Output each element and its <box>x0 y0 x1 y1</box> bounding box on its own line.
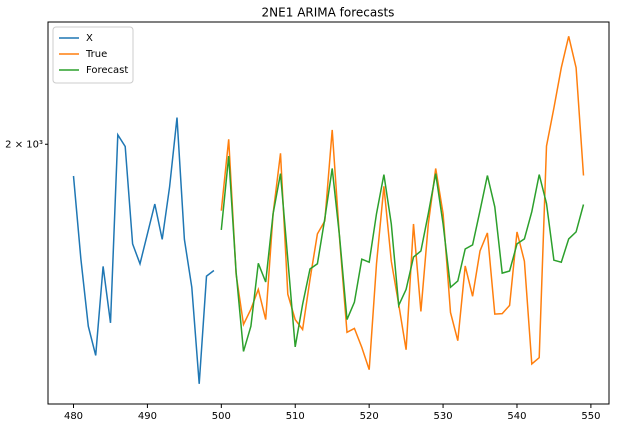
x-tick-label: 540 <box>507 411 526 422</box>
plot-frame <box>47 21 610 405</box>
y-tick-label: 2 × 10³ <box>5 139 43 150</box>
x-tick-label: 500 <box>212 411 231 422</box>
chart-title: 2NE1 ARIMA forecasts <box>262 6 395 20</box>
plot-area <box>72 36 585 384</box>
x-tick-label: 510 <box>286 411 305 422</box>
series-line <box>72 117 215 384</box>
series-line <box>220 36 585 370</box>
legend-box <box>52 26 134 84</box>
x-tick-label: 490 <box>138 411 157 422</box>
legend-label: True <box>85 49 107 60</box>
legend-label: Forecast <box>86 65 128 76</box>
x-tick-label: 550 <box>581 411 600 422</box>
x-tick-label: 530 <box>434 411 453 422</box>
legend-label: X <box>86 33 93 44</box>
x-tick-label: 480 <box>64 411 83 422</box>
series-line <box>220 156 585 352</box>
x-tick-label: 520 <box>360 411 379 422</box>
